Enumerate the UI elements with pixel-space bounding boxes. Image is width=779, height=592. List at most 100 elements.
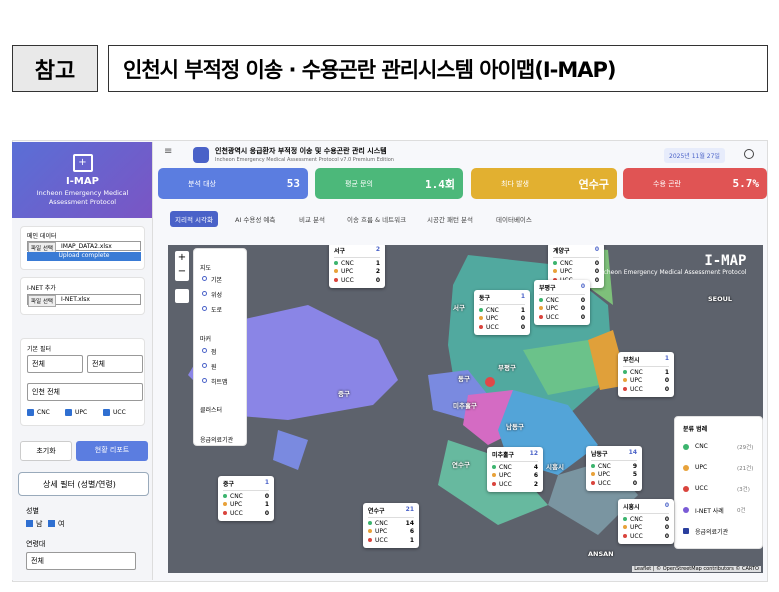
row-label: CNC: [553, 260, 573, 268]
row-value: 0: [632, 479, 637, 487]
row-label-text: UPC: [598, 471, 611, 479]
legend-label: UPC: [695, 464, 708, 471]
checkbox[interactable]: [103, 409, 110, 416]
help-icon[interactable]: [744, 149, 754, 159]
marker[interactable]: [485, 377, 495, 387]
popup-header: 중구 1: [223, 479, 269, 491]
map-label: 서구: [453, 304, 465, 312]
row-value: 1: [375, 260, 380, 267]
map-option[interactable]: 도로: [211, 307, 223, 314]
dot: [334, 277, 338, 282]
radio[interactable]: [202, 276, 207, 281]
tab[interactable]: 데이터베이스: [496, 216, 532, 224]
file-name: I-NET.xlsx: [61, 296, 90, 303]
marker-option[interactable]: 히트맵: [211, 379, 228, 386]
row-label-text: UPC: [486, 315, 499, 323]
select[interactable]: 전체: [27, 355, 83, 373]
popup-row: UCC 1: [368, 537, 414, 545]
kpi-value: 53: [286, 177, 300, 190]
fullscreen[interactable]: [175, 289, 189, 303]
popup-row: UPC 0: [553, 268, 599, 276]
tab[interactable]: 비교 분석: [299, 216, 325, 224]
radio[interactable]: [202, 306, 207, 311]
tab[interactable]: 지리적 시각화: [170, 211, 218, 227]
dot: [223, 502, 227, 507]
marker-option[interactable]: 점: [211, 349, 217, 356]
menu-icon[interactable]: ≡: [164, 146, 173, 157]
row-label-text: UPC: [546, 305, 559, 313]
popup-row: UCC 2: [492, 481, 538, 489]
map-option[interactable]: 위성: [211, 292, 223, 299]
map-option[interactable]: 기본: [211, 277, 223, 284]
dot: [492, 481, 496, 486]
dot: [368, 521, 372, 525]
district-total: 0: [594, 246, 599, 253]
row-label: UCC: [623, 533, 643, 541]
region: [523, 340, 600, 395]
file-input[interactable]: [27, 294, 141, 305]
popup-row: UCC 0: [223, 510, 269, 518]
checkbox[interactable]: [26, 520, 33, 527]
district-total: 12: [529, 450, 538, 457]
map-label: 동구: [458, 375, 470, 383]
cluster[interactable]: 클러스터: [200, 407, 223, 414]
legend-label: CNC: [695, 443, 708, 450]
district-popup: 연수구 21 CNC 14 UPC 6 UCC 1: [363, 503, 419, 548]
select[interactable]: 인천 전체: [27, 383, 143, 401]
file-input[interactable]: [27, 241, 141, 251]
row-label: CNC: [492, 464, 512, 472]
main-data-card: 메인 데이터 파일 선택 IMAP_DATA2.xlsx Upload comp…: [20, 226, 145, 270]
row-value: 0: [664, 524, 669, 532]
row-value: 4: [533, 464, 538, 471]
select[interactable]: 전체: [87, 355, 143, 373]
file-button[interactable]: 파일 선택: [28, 295, 56, 307]
district-popup: 시흥시 0 CNC 0 UPC 0 UCC 0: [618, 499, 674, 544]
row-label: UPC: [539, 305, 558, 313]
row-value: 0: [594, 276, 599, 284]
checkbox[interactable]: [65, 409, 72, 416]
row-value: 14: [405, 520, 414, 527]
row-label: UPC: [623, 524, 642, 532]
doc-title: 인천시 부적정 이송 · 수용곤란 관리시스템 아이맵(I-MAP): [108, 45, 768, 92]
legend-count: (21건): [737, 466, 754, 472]
row-value: 0: [580, 305, 585, 313]
checkbox[interactable]: [48, 520, 55, 527]
district-name: 부평구: [539, 285, 556, 292]
gender: 남: [36, 520, 43, 528]
map[interactable]: I-MAP Incheon Emergency Medical Assessmen…: [168, 245, 763, 573]
marker-option[interactable]: 원: [211, 364, 217, 371]
row-label: CNC: [591, 463, 611, 471]
dot: [591, 472, 595, 477]
dot: [492, 473, 496, 478]
detail-filter-toggle[interactable]: 상세 필터 (성별/연령): [18, 472, 149, 496]
radio[interactable]: [202, 378, 207, 383]
radio[interactable]: [202, 348, 207, 353]
row-label: UCC: [623, 386, 643, 394]
checkbox[interactable]: [27, 409, 34, 416]
row-label: CNC: [479, 307, 499, 315]
hospitals[interactable]: 응급의료기관: [200, 437, 234, 444]
radio[interactable]: [202, 363, 207, 368]
radio[interactable]: [202, 291, 207, 296]
tab[interactable]: AI 수용성 예측: [235, 216, 276, 224]
report-button[interactable]: 현황 리포트: [76, 441, 148, 461]
map-title: I-MAP: [704, 253, 747, 269]
reset-button[interactable]: 초기화: [20, 441, 72, 461]
map-label: SEOUL: [708, 295, 733, 303]
row-value: 0: [664, 385, 669, 393]
row-label-text: UPC: [560, 268, 573, 276]
tab[interactable]: 시공간 패턴 분석: [427, 216, 473, 224]
age-select[interactable]: 전체: [26, 552, 136, 570]
row-label-text: UCC: [230, 509, 243, 517]
zoom-control[interactable]: + −: [175, 251, 189, 281]
check-label: CNC: [37, 409, 50, 416]
popup-row: UCC 0: [623, 386, 669, 394]
popup-row: UPC 6: [492, 472, 538, 480]
district-name: 중구: [223, 481, 235, 488]
tab[interactable]: 이송 흐름 & 네트워크: [347, 216, 407, 224]
legend-count: (3건): [737, 487, 750, 493]
row-label-text: UCC: [598, 479, 611, 487]
row-value: 1: [664, 369, 669, 376]
district-total: 0: [580, 283, 585, 290]
